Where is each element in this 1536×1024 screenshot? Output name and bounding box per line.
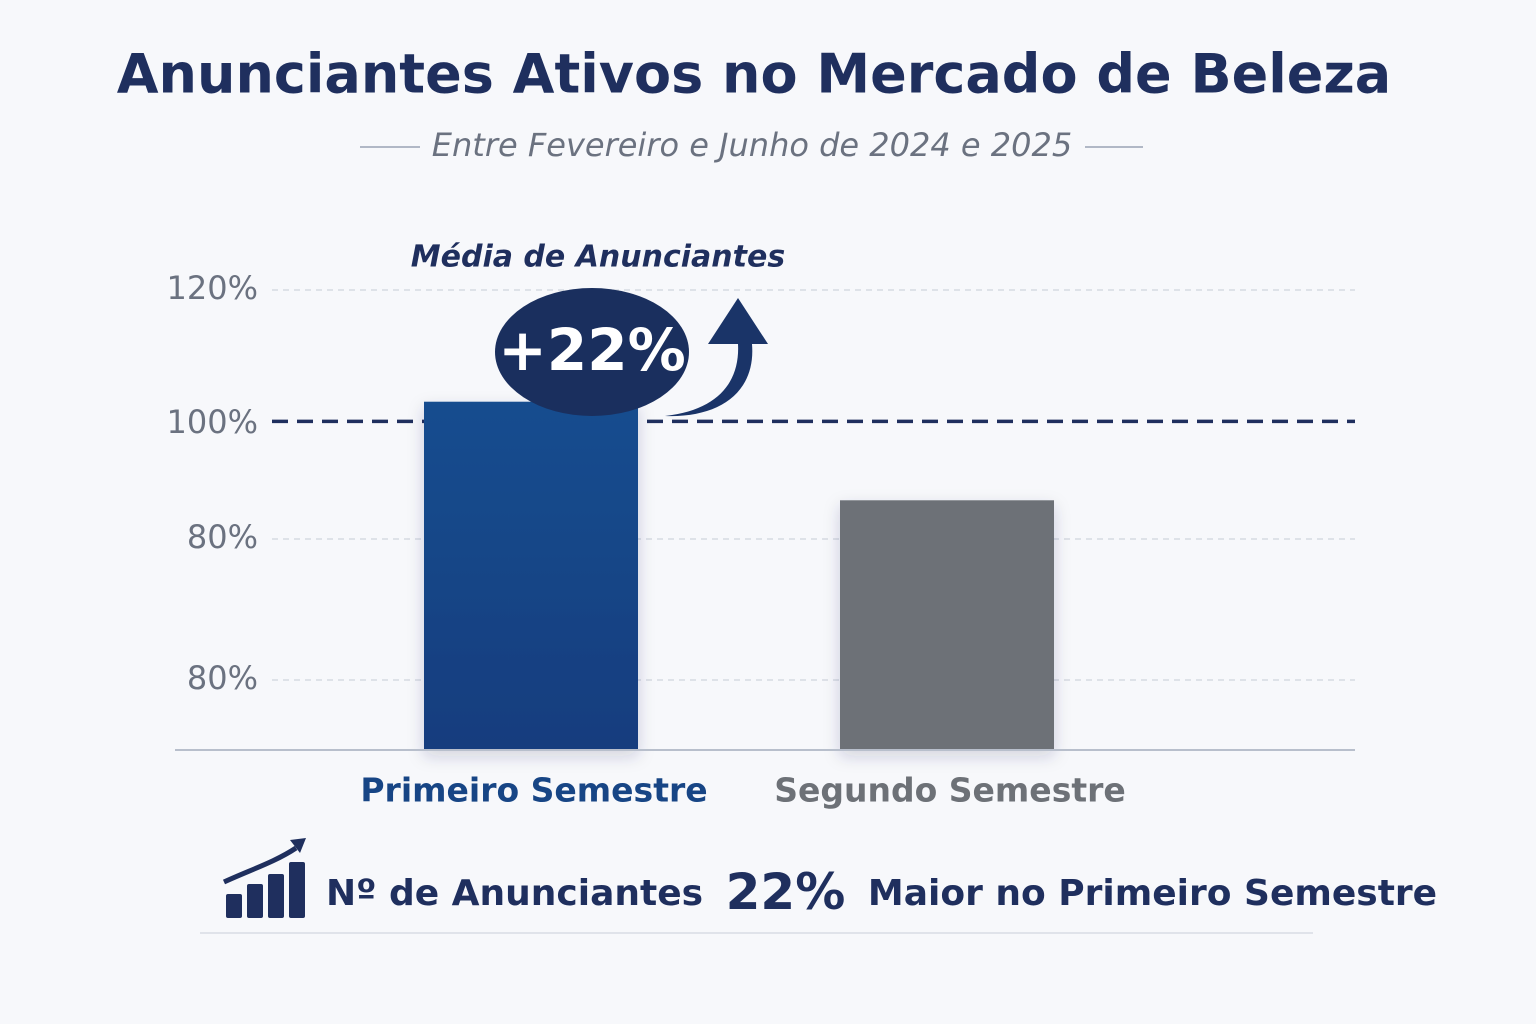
annotation-title: Média de Anunciantes <box>411 240 785 275</box>
footer-text: Nº de Anunciantes 22% Maior no Primeiro … <box>326 863 1437 921</box>
badge-bubble <box>495 288 689 416</box>
plot-area: 120% 100% 80% 80% Primeiro Semestre Segundo S… <box>167 269 1355 810</box>
x-tick-label: Segundo Semestre <box>774 771 1126 810</box>
bar <box>424 401 638 750</box>
chart-title: Anunciantes Ativos no Mercado de Beleza <box>117 43 1391 106</box>
y-axis-label: 80% <box>187 518 258 556</box>
y-axis-label: 100% <box>167 403 258 441</box>
chart-subtitle: Entre Fevereiro e Junho de 2024 e 2025 <box>432 126 1072 164</box>
footer-icon <box>222 838 306 918</box>
badge-text: +22% <box>498 316 685 384</box>
trend-arrow <box>665 298 768 417</box>
footer-tail: Maior no Primeiro Semestre <box>868 873 1437 914</box>
bar <box>840 500 1054 750</box>
footer-lead: Nº de Anunciantes <box>326 873 703 914</box>
y-axis-label: 80% <box>187 659 258 697</box>
badge: +22% <box>495 288 768 417</box>
x-tick-label: Primeiro Semestre <box>360 771 707 810</box>
footer-highlight: 22% <box>726 863 846 921</box>
y-axis-label: 120% <box>167 269 258 307</box>
